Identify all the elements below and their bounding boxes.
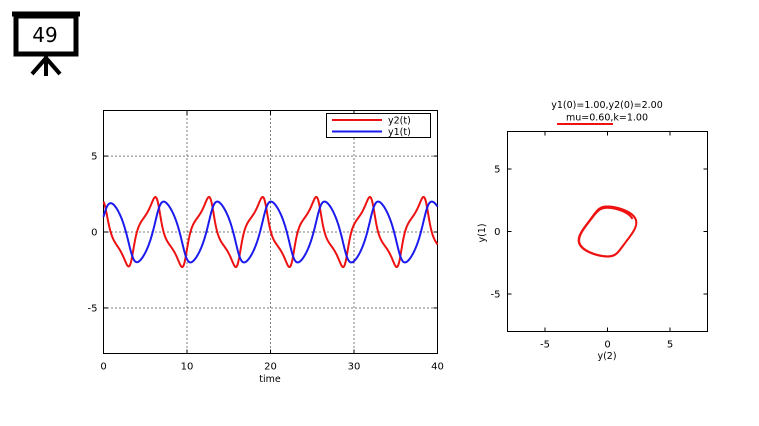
series-line-y1 [102, 200, 439, 264]
tick-label-x: 10 [181, 362, 194, 373]
time-plot-grid [103, 110, 438, 354]
legend-label-y2: y2(t) [388, 116, 411, 127]
tick-label-x: 20 [264, 362, 277, 373]
phase-plot-ticks: -5 0 5 -5 0 5 [491, 131, 708, 351]
phase-plane-chart: y1(0)=1.00,y2(0)=2.00 mu=0.60,k=1.00 -5 0… [477, 100, 708, 362]
tick-label-y: 0 [494, 227, 500, 238]
legend-box [326, 113, 431, 138]
tick-label-y: 5 [494, 165, 500, 176]
tick-label-x: 40 [431, 362, 444, 373]
tick-label-y: -5 [88, 303, 98, 314]
tick-label-y: 0 [91, 228, 97, 239]
presentation-icon [12, 11, 80, 76]
tick-label-x: 0 [604, 340, 610, 351]
phase-curve [577, 205, 638, 258]
tick-label-x: 30 [348, 362, 361, 373]
time-xlabel: time [259, 374, 281, 385]
legend: y2(t) y1(t) [326, 113, 431, 138]
tick-label-x: -5 [540, 340, 550, 351]
time-plot-ticks: 0 10 20 30 40 -5 0 5 [88, 110, 444, 373]
phase-xlabel: y(2) [597, 351, 616, 362]
tick-label-y: -5 [491, 290, 501, 301]
tick-label-x: 0 [100, 362, 106, 373]
phase-title: y1(0)=1.00,y2(0)=2.00 [551, 100, 663, 111]
time-series-chart: 0 10 20 30 40 -5 0 5 time y2(t) y1(t) [88, 110, 444, 385]
legend-label-y1: y1(t) [388, 127, 411, 138]
phase-plot-frame [507, 131, 708, 332]
phase-subtitle: mu=0.60,k=1.00 [566, 113, 648, 124]
slide-number: 49 [32, 23, 58, 47]
tick-label-y: 5 [91, 152, 97, 163]
tick-label-x: 5 [667, 340, 673, 351]
phase-ylabel: y(1) [477, 223, 488, 242]
